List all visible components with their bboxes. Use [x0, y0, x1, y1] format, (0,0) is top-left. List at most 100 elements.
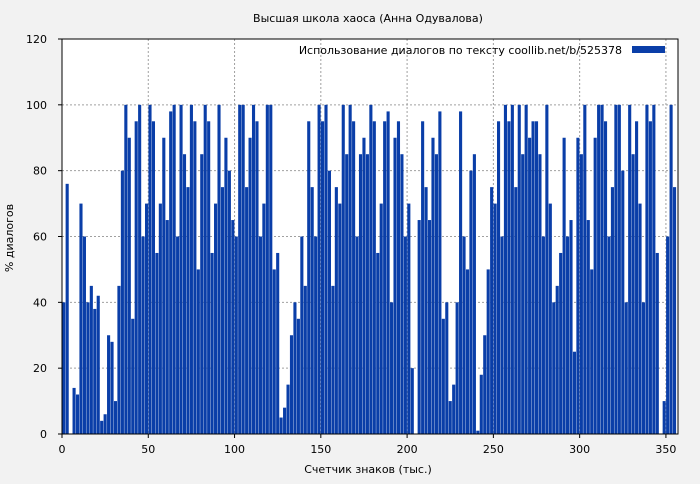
bar — [421, 121, 425, 435]
bar — [283, 407, 287, 434]
bar — [169, 111, 173, 435]
bar — [189, 104, 193, 434]
bar — [217, 104, 221, 434]
bar — [107, 335, 111, 434]
bar — [645, 104, 649, 434]
bar — [200, 154, 204, 435]
bar — [196, 269, 200, 434]
bar — [113, 401, 118, 434]
bar — [566, 236, 570, 434]
bar — [138, 104, 142, 434]
y-tick-label: 0 — [40, 428, 47, 441]
bar — [310, 187, 314, 434]
x-tick-label: 150 — [310, 443, 331, 456]
bar — [182, 154, 187, 435]
bar — [262, 203, 266, 434]
bar — [307, 121, 311, 435]
bar — [238, 104, 242, 434]
x-tick-label: 0 — [59, 443, 66, 456]
bar — [528, 137, 532, 434]
bar — [479, 374, 483, 434]
x-tick-label: 300 — [569, 443, 590, 456]
bar — [317, 104, 321, 434]
bar — [127, 137, 131, 434]
bar — [110, 341, 114, 434]
bar — [203, 104, 207, 434]
x-tick-label: 200 — [397, 443, 418, 456]
bar — [376, 252, 380, 434]
bar — [224, 137, 228, 434]
bar — [324, 104, 328, 434]
axes — [58, 38, 679, 438]
bar — [120, 170, 124, 434]
bar — [621, 170, 625, 434]
bar — [472, 154, 476, 435]
bar — [131, 318, 135, 434]
bar — [514, 187, 518, 434]
y-tick-label: 80 — [33, 165, 47, 178]
legend-swatch — [632, 46, 665, 53]
chart-title: Высшая школа хаоса (Анна Одувалова) — [253, 12, 483, 25]
bar — [144, 203, 149, 434]
bar — [628, 104, 632, 434]
bar — [117, 285, 121, 434]
bar — [538, 154, 542, 435]
bar — [383, 121, 387, 435]
bar — [134, 121, 138, 435]
bar — [220, 187, 225, 434]
bar — [379, 203, 383, 434]
bar — [289, 335, 294, 434]
bar — [427, 220, 432, 434]
bar — [255, 121, 259, 435]
bar — [82, 236, 86, 434]
bar — [496, 121, 501, 435]
bar — [476, 430, 480, 434]
bar — [358, 154, 363, 435]
bar — [148, 104, 152, 434]
bar — [521, 154, 525, 435]
bar — [572, 351, 577, 434]
bar — [597, 104, 601, 434]
bar — [462, 236, 466, 434]
bar — [186, 187, 190, 434]
bar — [352, 121, 356, 435]
bar — [666, 236, 670, 434]
bar — [486, 269, 490, 434]
bar — [569, 220, 573, 434]
y-tick-label: 120 — [26, 33, 47, 46]
bar — [662, 401, 666, 434]
bar — [176, 236, 180, 434]
bar — [193, 121, 197, 435]
bar — [93, 308, 97, 434]
bar — [562, 137, 566, 434]
x-tick-label: 350 — [655, 443, 676, 456]
bar — [179, 104, 183, 434]
bar — [345, 154, 349, 435]
bar — [96, 295, 100, 434]
bar — [603, 121, 608, 435]
y-tick-label: 40 — [33, 296, 47, 309]
bar — [583, 104, 587, 434]
bar — [348, 104, 352, 434]
bar — [79, 203, 83, 434]
bar — [165, 220, 169, 434]
bar — [638, 203, 642, 434]
bar — [355, 236, 359, 434]
y-tick-label: 100 — [26, 99, 47, 112]
legend-label: Использование диалогов по тексту coollib… — [299, 44, 622, 57]
bar-series — [62, 104, 677, 435]
bar — [641, 302, 646, 434]
bar — [334, 187, 338, 434]
bar — [293, 302, 297, 434]
bar — [327, 170, 332, 434]
bar — [424, 187, 428, 434]
bar — [72, 387, 76, 434]
bar — [624, 302, 628, 434]
bar — [265, 104, 269, 434]
bar — [559, 252, 563, 434]
bar — [303, 285, 307, 434]
bar — [338, 203, 342, 434]
bar — [369, 104, 373, 434]
bar — [241, 104, 245, 434]
bar — [448, 401, 452, 434]
